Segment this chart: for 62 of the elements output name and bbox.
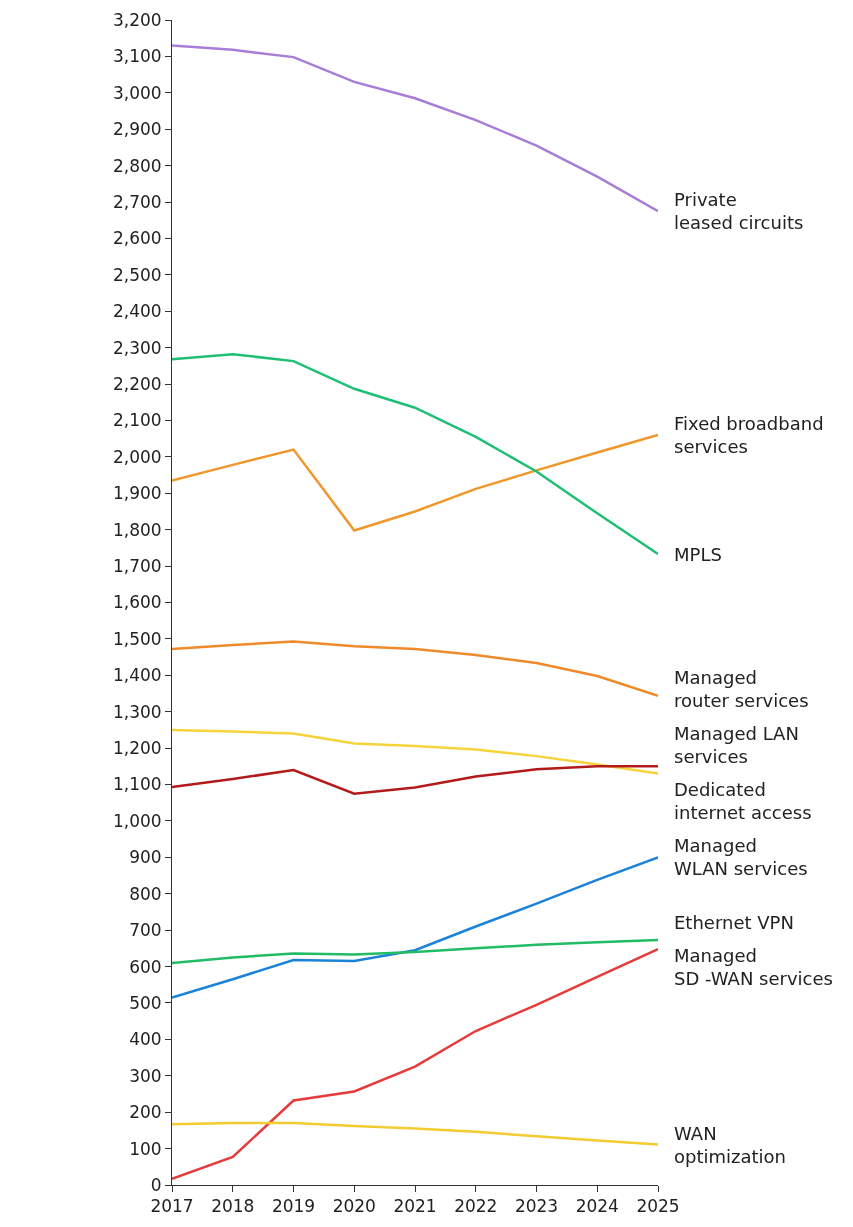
- y-tick-label: 2,100: [112, 410, 162, 431]
- line-series: [172, 1121, 658, 1146]
- line-series: [172, 352, 658, 556]
- line-series: [172, 640, 658, 697]
- y-tick-label: 2,600: [112, 228, 162, 249]
- y-tick-label: 2,200: [112, 374, 162, 395]
- y-tick-label: 500: [129, 992, 162, 1013]
- y-tick-label: 2,500: [112, 264, 162, 285]
- line-series: [172, 433, 658, 532]
- y-tick-label: 800: [129, 883, 162, 904]
- series-label: Managed router services: [674, 667, 809, 712]
- x-tick-label: 2021: [393, 1196, 437, 1217]
- y-tick-label: 3,100: [112, 46, 162, 67]
- y-tick-label: 1,900: [112, 483, 162, 504]
- y-tick-label: 2,000: [112, 446, 162, 467]
- x-tick-label: 2020: [332, 1196, 376, 1217]
- x-tick-label: 2018: [211, 1196, 255, 1217]
- y-tick-label: 2,300: [112, 337, 162, 358]
- y-tick-label: 900: [129, 847, 162, 868]
- y-tick-label: 1,800: [112, 519, 162, 540]
- series-label: Fixed broadband services: [674, 413, 824, 458]
- y-tick-label: 300: [129, 1065, 162, 1086]
- y-tick-label: 400: [129, 1029, 162, 1050]
- y-tick-label: 1,700: [112, 556, 162, 577]
- y-tick-label: 1,400: [112, 665, 162, 686]
- y-tick-label: 700: [129, 920, 162, 941]
- series-label: Ethernet VPN: [674, 912, 794, 933]
- line-series: [172, 44, 658, 213]
- y-tick-label: 1,000: [112, 810, 162, 831]
- y-tick-label: 3,000: [112, 82, 162, 103]
- y-tick-label: 1,500: [112, 628, 162, 649]
- x-tick-label: 2019: [271, 1196, 316, 1217]
- x-tick-label: 2024: [575, 1196, 619, 1217]
- line-series: [172, 728, 658, 775]
- y-tick-label: 2,700: [112, 191, 162, 212]
- y-tick-label: 200: [129, 1102, 162, 1123]
- y-tick-label: 100: [129, 1138, 162, 1159]
- series-label: MPLS: [674, 544, 722, 565]
- y-tick-label: 600: [129, 956, 162, 977]
- y-tick-label: 1,600: [112, 592, 162, 613]
- x-tick-label: 2023: [514, 1196, 559, 1217]
- series-label: Private leased circuits: [674, 189, 804, 234]
- y-tick-label: 0: [150, 1174, 162, 1195]
- series-label: WAN optimization: [674, 1123, 786, 1168]
- series-label: Dedicated internet access: [674, 779, 812, 824]
- x-tick-label: 2022: [454, 1196, 498, 1217]
- y-tick-label: 2,800: [112, 155, 162, 176]
- line-series: [172, 938, 658, 965]
- y-tick-label: 2,400: [112, 301, 162, 322]
- line-series: [172, 765, 658, 795]
- line-series: [172, 947, 658, 1181]
- y-tick-label: 3,200: [112, 9, 162, 30]
- series-label: Managed LAN services: [674, 723, 799, 768]
- y-tick-label: 1,300: [112, 701, 162, 722]
- x-tick-label: 2025: [636, 1196, 680, 1217]
- y-tick-label: 1,100: [112, 774, 162, 795]
- y-tick-label: 1,200: [112, 738, 162, 759]
- series-label: Managed SD -WAN services: [674, 945, 833, 990]
- y-tick-label: 2,900: [112, 119, 162, 140]
- x-tick-label: 2017: [150, 1196, 194, 1217]
- line-series: [172, 856, 658, 999]
- series-label: Managed WLAN services: [674, 835, 808, 880]
